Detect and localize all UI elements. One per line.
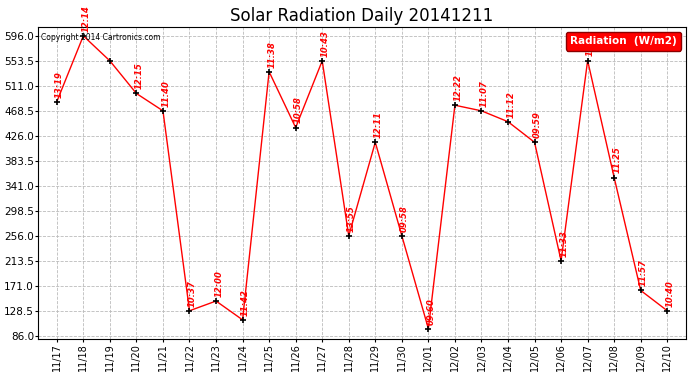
Text: 11:25: 11:25 bbox=[613, 147, 622, 173]
Text: 10:37: 10:37 bbox=[188, 280, 197, 307]
Text: 09:59: 09:59 bbox=[533, 111, 542, 138]
Text: 13:55: 13:55 bbox=[347, 205, 356, 232]
Text: 11:57: 11:57 bbox=[639, 260, 648, 286]
Text: 11:40: 11:40 bbox=[161, 80, 170, 106]
Text: 09:60: 09:60 bbox=[426, 298, 435, 324]
Text: 10:40: 10:40 bbox=[666, 280, 675, 307]
Text: 11:38: 11:38 bbox=[268, 40, 277, 68]
Text: 12:11: 12:11 bbox=[373, 111, 382, 138]
Legend: Radiation  (W/m2): Radiation (W/m2) bbox=[566, 32, 680, 51]
Title: Solar Radiation Daily 20141211: Solar Radiation Daily 20141211 bbox=[230, 8, 493, 26]
Text: 11:33: 11:33 bbox=[560, 230, 569, 256]
Text: 11:1: 11:1 bbox=[586, 35, 595, 56]
Text: 12:14: 12:14 bbox=[81, 5, 90, 32]
Text: Copyright 2014 Cartronics.com: Copyright 2014 Cartronics.com bbox=[41, 33, 161, 42]
Text: 11:12: 11:12 bbox=[506, 91, 515, 117]
Text: 11:07: 11:07 bbox=[480, 80, 489, 106]
Text: 12:15: 12:15 bbox=[135, 62, 144, 89]
Text: 10:58: 10:58 bbox=[294, 96, 303, 123]
Text: 13:19: 13:19 bbox=[55, 70, 64, 98]
Text: 10:43: 10:43 bbox=[320, 30, 330, 57]
Text: 12:22: 12:22 bbox=[453, 74, 462, 101]
Text: 12:00: 12:00 bbox=[215, 270, 224, 297]
Text: 11:42: 11:42 bbox=[241, 289, 250, 316]
Text: 09:58: 09:58 bbox=[400, 205, 409, 232]
